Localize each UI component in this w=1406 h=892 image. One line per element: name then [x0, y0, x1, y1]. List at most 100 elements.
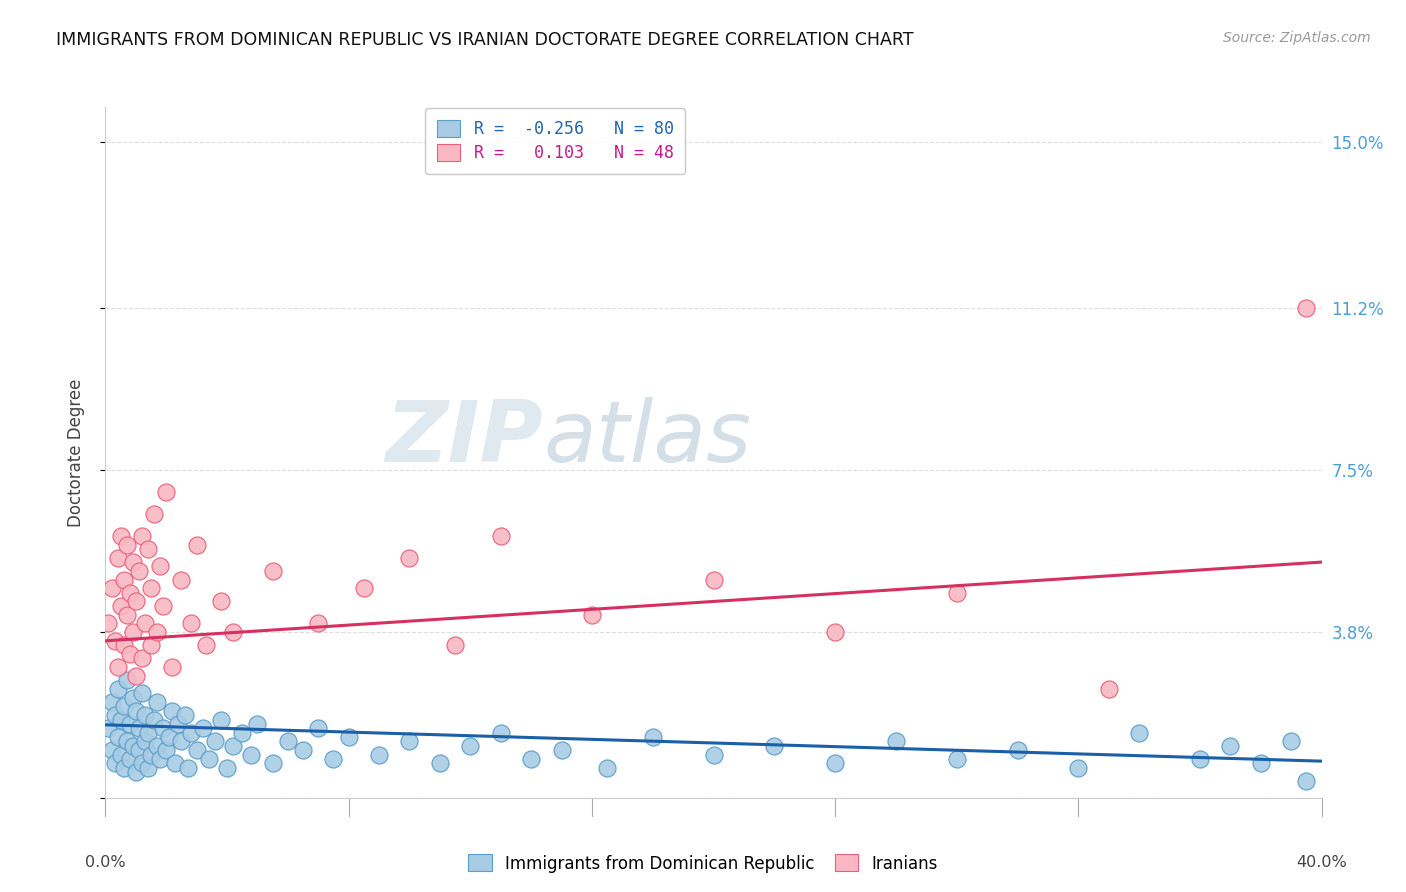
Point — [217, 761, 239, 775]
Point — [152, 599, 174, 613]
Point — [702, 573, 725, 587]
Point — [134, 734, 156, 748]
Text: 40.0%: 40.0% — [1296, 855, 1347, 871]
Point — [1067, 761, 1090, 775]
Point — [155, 743, 177, 757]
Point — [222, 625, 245, 640]
Point — [134, 708, 156, 723]
Point — [110, 747, 132, 762]
Point — [118, 717, 141, 731]
Point — [115, 538, 138, 552]
Point — [1279, 734, 1302, 748]
Point — [115, 673, 138, 688]
Point — [262, 564, 284, 578]
Point — [100, 582, 122, 596]
Point — [134, 616, 156, 631]
Point — [152, 722, 174, 736]
Point — [702, 747, 725, 762]
Point — [170, 573, 193, 587]
Point — [131, 686, 153, 700]
Point — [489, 725, 512, 739]
Point — [107, 681, 129, 696]
Point — [1128, 725, 1150, 739]
Point — [112, 638, 135, 652]
Point — [146, 695, 169, 709]
Point — [307, 616, 329, 631]
Point — [1098, 681, 1121, 696]
Point — [292, 743, 315, 757]
Point — [550, 743, 572, 757]
Text: IMMIGRANTS FROM DOMINICAN REPUBLIC VS IRANIAN DOCTORATE DEGREE CORRELATION CHART: IMMIGRANTS FROM DOMINICAN REPUBLIC VS IR… — [56, 31, 914, 49]
Legend: R =  -0.256   N = 80, R =   0.103   N = 48: R = -0.256 N = 80, R = 0.103 N = 48 — [426, 109, 686, 174]
Point — [194, 638, 217, 652]
Point — [209, 713, 232, 727]
Point — [277, 734, 299, 748]
Point — [884, 734, 907, 748]
Point — [155, 485, 177, 500]
Point — [110, 529, 132, 543]
Point — [176, 761, 198, 775]
Point — [149, 752, 172, 766]
Point — [107, 660, 129, 674]
Point — [162, 704, 184, 718]
Text: ZIP: ZIP — [385, 397, 543, 481]
Point — [157, 730, 180, 744]
Point — [121, 555, 143, 569]
Point — [131, 651, 153, 665]
Point — [398, 734, 420, 748]
Point — [198, 752, 221, 766]
Point — [139, 747, 162, 762]
Point — [136, 541, 159, 556]
Text: 0.0%: 0.0% — [86, 855, 125, 871]
Point — [180, 725, 202, 739]
Point — [824, 756, 846, 771]
Point — [110, 599, 132, 613]
Point — [1188, 752, 1211, 766]
Point — [824, 625, 846, 640]
Point — [125, 669, 148, 683]
Point — [143, 713, 166, 727]
Point — [307, 722, 329, 736]
Text: atlas: atlas — [543, 397, 751, 481]
Point — [103, 708, 125, 723]
Legend: Immigrants from Dominican Republic, Iranians: Immigrants from Dominican Republic, Iran… — [461, 847, 945, 880]
Point — [398, 550, 420, 565]
Point — [165, 756, 187, 771]
Point — [458, 739, 481, 753]
Point — [128, 743, 150, 757]
Point — [131, 529, 153, 543]
Point — [186, 538, 208, 552]
Point — [581, 607, 603, 622]
Point — [136, 725, 159, 739]
Point — [118, 585, 141, 599]
Point — [429, 756, 451, 771]
Point — [337, 730, 360, 744]
Point — [115, 607, 138, 622]
Y-axis label: Doctorate Degree: Doctorate Degree — [66, 378, 84, 527]
Point — [112, 573, 135, 587]
Point — [125, 594, 148, 608]
Point — [1295, 773, 1317, 788]
Point — [149, 559, 172, 574]
Point — [143, 507, 166, 521]
Point — [100, 695, 122, 709]
Point — [945, 752, 967, 766]
Point — [131, 756, 153, 771]
Point — [110, 713, 132, 727]
Point — [112, 761, 135, 775]
Point — [1295, 301, 1317, 316]
Point — [1219, 739, 1241, 753]
Point — [121, 625, 143, 640]
Point — [204, 734, 226, 748]
Point — [353, 582, 375, 596]
Point — [180, 616, 202, 631]
Point — [100, 743, 122, 757]
Point — [107, 730, 129, 744]
Point — [128, 564, 150, 578]
Point — [489, 529, 512, 543]
Point — [596, 761, 619, 775]
Point — [520, 752, 543, 766]
Point — [240, 747, 263, 762]
Point — [112, 699, 135, 714]
Point — [146, 739, 169, 753]
